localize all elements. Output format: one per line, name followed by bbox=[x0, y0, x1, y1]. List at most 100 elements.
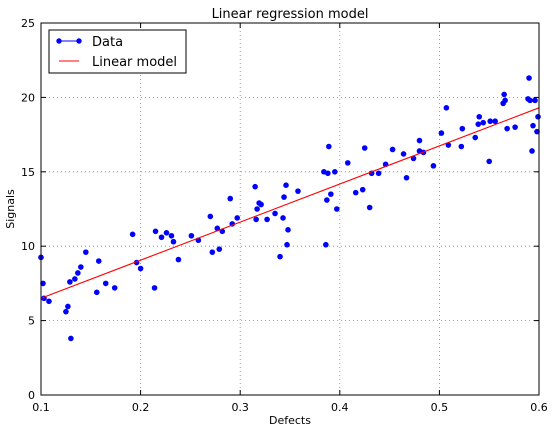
data-point-40 bbox=[258, 201, 264, 208]
data-point-88 bbox=[502, 97, 508, 104]
data-point-89 bbox=[504, 125, 510, 132]
x-tick-label-5: 0.6 bbox=[530, 401, 548, 414]
data-point-82 bbox=[480, 119, 487, 126]
data-point-77 bbox=[458, 143, 465, 150]
data-point-80 bbox=[475, 121, 482, 127]
data-point-29 bbox=[209, 249, 216, 255]
linear-model-line bbox=[40, 107, 540, 299]
data-point-33 bbox=[227, 195, 234, 202]
x-tick-label-0: 0.1 bbox=[32, 401, 50, 414]
data-point-41 bbox=[264, 216, 270, 223]
data-point-11 bbox=[83, 249, 89, 255]
data-point-78 bbox=[459, 125, 466, 132]
data-point-85 bbox=[492, 118, 498, 125]
data-point-14 bbox=[102, 280, 109, 287]
data-point-10 bbox=[78, 264, 84, 270]
data-point-62 bbox=[366, 204, 373, 211]
y-tick-label-5: 25 bbox=[21, 17, 35, 30]
chart-title: Linear regression model bbox=[212, 7, 369, 22]
legend-model-label: Linear model bbox=[92, 55, 177, 70]
data-point-46 bbox=[283, 182, 289, 188]
data-point-18 bbox=[137, 265, 144, 272]
data-point-69 bbox=[410, 155, 417, 162]
data-point-64 bbox=[375, 170, 382, 177]
data-point-94 bbox=[529, 148, 535, 154]
x-tick-label-4: 0.5 bbox=[431, 401, 449, 414]
y-axis-label: Signals bbox=[4, 189, 17, 229]
data-point-1 bbox=[40, 280, 46, 287]
y-tick-label-1: 5 bbox=[28, 315, 35, 328]
data-point-37 bbox=[253, 216, 259, 223]
data-point-47 bbox=[284, 241, 290, 248]
data-point-19 bbox=[151, 285, 158, 291]
data-point-79 bbox=[472, 134, 479, 141]
data-point-83 bbox=[486, 158, 493, 165]
data-point-53 bbox=[325, 170, 331, 177]
data-point-45 bbox=[281, 194, 287, 200]
data-point-31 bbox=[216, 246, 223, 252]
data-point-81 bbox=[476, 113, 483, 120]
data-point-16 bbox=[129, 231, 136, 238]
data-point-54 bbox=[326, 143, 332, 150]
data-point-28 bbox=[207, 213, 214, 220]
data-point-59 bbox=[352, 189, 359, 196]
data-point-57 bbox=[334, 206, 340, 212]
x-axis-label: Defects bbox=[269, 414, 311, 427]
data-point-75 bbox=[443, 105, 450, 111]
data-point-3 bbox=[46, 298, 52, 305]
data-point-4 bbox=[63, 308, 69, 315]
data-point-70 bbox=[416, 137, 423, 144]
data-point-87 bbox=[501, 91, 507, 98]
data-point-6 bbox=[67, 279, 73, 285]
data-point-56 bbox=[332, 169, 338, 175]
y-tick-label-0: 0 bbox=[28, 389, 35, 402]
data-point-26 bbox=[188, 232, 195, 239]
data-point-20 bbox=[152, 228, 159, 235]
legend-box bbox=[48, 29, 187, 74]
data-point-21 bbox=[158, 234, 165, 241]
data-point-76 bbox=[445, 142, 452, 148]
data-point-61 bbox=[361, 145, 368, 151]
data-point-7 bbox=[68, 335, 74, 342]
data-point-97 bbox=[534, 128, 540, 135]
legend-data-marker-right bbox=[76, 38, 82, 44]
data-point-44 bbox=[280, 215, 286, 221]
y-tick-label-4: 20 bbox=[21, 91, 35, 104]
data-point-84 bbox=[487, 118, 493, 125]
data-point-73 bbox=[430, 163, 437, 169]
data-point-35 bbox=[234, 215, 241, 221]
data-point-55 bbox=[328, 191, 334, 197]
data-point-9 bbox=[75, 270, 81, 276]
y-tick-label-2: 10 bbox=[21, 240, 35, 253]
data-point-49 bbox=[295, 188, 301, 194]
data-point-92 bbox=[526, 75, 532, 81]
data-point-48 bbox=[285, 227, 291, 233]
data-point-58 bbox=[344, 160, 351, 166]
x-tick-label-2: 0.3 bbox=[231, 401, 249, 414]
data-point-60 bbox=[359, 186, 366, 193]
data-point-36 bbox=[252, 183, 258, 190]
data-point-67 bbox=[400, 151, 407, 157]
data-point-52 bbox=[324, 197, 330, 203]
data-point-23 bbox=[168, 232, 175, 239]
data-point-66 bbox=[389, 146, 396, 153]
plot-frame bbox=[40, 22, 540, 396]
data-point-22 bbox=[163, 230, 170, 236]
x-tick-label-1: 0.2 bbox=[132, 401, 150, 414]
data-point-15 bbox=[111, 285, 118, 291]
data-point-8 bbox=[72, 276, 78, 282]
plot-area bbox=[41, 23, 539, 395]
legend-data-marker-left bbox=[56, 38, 62, 44]
data-point-12 bbox=[93, 289, 100, 296]
data-point-68 bbox=[403, 174, 410, 181]
y-tick-label-3: 15 bbox=[21, 166, 35, 179]
data-point-51 bbox=[323, 241, 329, 248]
data-point-74 bbox=[438, 130, 445, 136]
data-point-90 bbox=[512, 124, 518, 130]
data-point-42 bbox=[272, 210, 278, 217]
legend: Data Linear model bbox=[48, 29, 187, 74]
x-tick-label-3: 0.4 bbox=[331, 401, 349, 414]
data-point-24 bbox=[170, 238, 177, 245]
